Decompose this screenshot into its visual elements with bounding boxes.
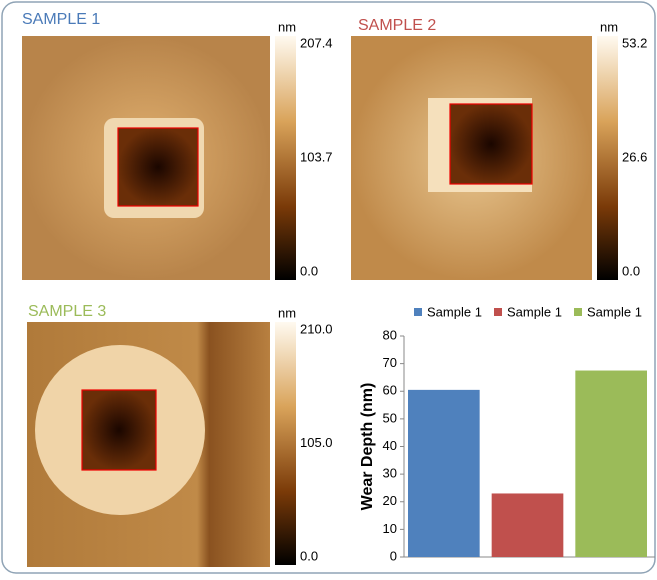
y-tick-label: 0	[390, 548, 397, 563]
colorbar-unit: nm	[278, 19, 296, 34]
legend-label: Sample 1	[587, 304, 642, 319]
legend-swatch	[494, 308, 502, 316]
colorbar	[275, 36, 296, 280]
colorbar	[275, 322, 296, 565]
y-tick-label: 30	[383, 466, 397, 481]
legend-swatch	[414, 308, 422, 316]
colorbar-label: 105.0	[300, 435, 333, 450]
y-tick-label: 20	[383, 493, 397, 508]
y-tick-label: 80	[383, 327, 397, 342]
colorbar	[597, 36, 618, 280]
legend-label: Sample 1	[507, 304, 562, 319]
bar	[491, 493, 564, 557]
bar	[575, 370, 647, 557]
wear-area	[81, 389, 157, 471]
colorbar-label: 207.4	[300, 35, 333, 50]
colorbar-label: 26.6	[622, 149, 647, 164]
legend-label: Sample 1	[427, 304, 482, 319]
y-tick-label: 70	[383, 355, 397, 370]
colorbar-unit: nm	[278, 305, 296, 320]
wear-area	[117, 127, 199, 207]
colorbar-unit: nm	[600, 19, 618, 34]
colorbar-label: 103.7	[300, 149, 333, 164]
y-tick-label: 40	[383, 438, 397, 453]
panel-title: SAMPLE 2	[358, 17, 436, 34]
colorbar-label: 0.0	[300, 548, 318, 563]
colorbar-label: 0.0	[622, 263, 640, 278]
panel-title: SAMPLE 3	[28, 303, 106, 320]
bar	[408, 389, 480, 557]
wear-area	[449, 103, 533, 185]
colorbar-label: 210.0	[300, 321, 333, 336]
y-tick-label: 60	[383, 383, 397, 398]
colorbar-label: 0.0	[300, 263, 318, 278]
legend-swatch	[574, 308, 582, 316]
colorbar-label: 53.2	[622, 35, 647, 50]
panel-title: SAMPLE 1	[22, 11, 100, 28]
y-tick-label: 50	[383, 410, 397, 425]
y-axis-label: Wear Depth (nm)	[359, 383, 376, 511]
y-tick-label: 10	[383, 521, 397, 536]
